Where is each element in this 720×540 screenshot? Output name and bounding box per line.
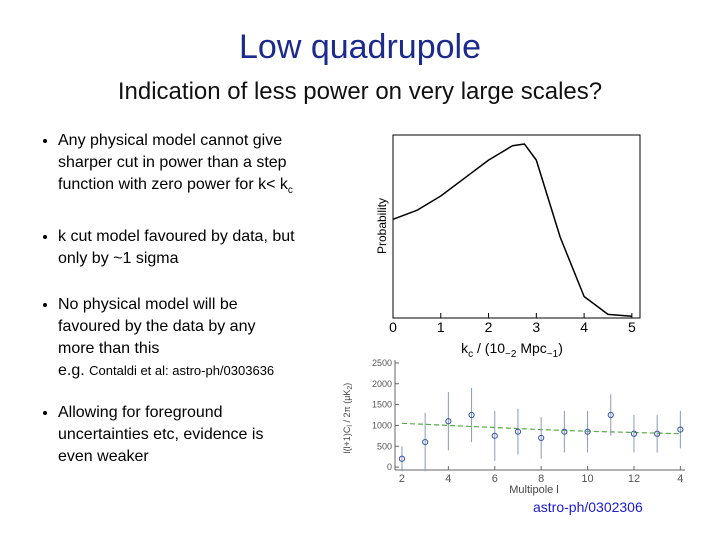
label-part: / 2π (μK (342, 390, 352, 425)
bullet-line: more than this (58, 340, 160, 358)
data-point (538, 434, 545, 442)
data-point (677, 426, 684, 433)
bullet-line: favoured by the data by any (58, 318, 256, 336)
data-point (584, 428, 591, 435)
y-axis-label: Probability (375, 198, 389, 254)
bullet-line: even weaker (58, 448, 149, 466)
label-script: −1 (547, 349, 559, 360)
bullet-line: No physical model will be (58, 296, 238, 314)
y-tick-label: 1500 (372, 400, 392, 410)
reference: Contaldi et al: astro-ph/0303636 (89, 363, 275, 379)
x-tick-label: 4 (445, 473, 451, 485)
bullet-item: No physical model will be favoured by the… (58, 294, 348, 382)
slide-subtitle: Indication of less power on very large s… (117, 78, 603, 105)
x-tick-label: 6 (492, 473, 498, 485)
x-tick-label: 8 (538, 473, 544, 485)
y-tick-label: 2500 (372, 358, 392, 368)
data-point (468, 411, 475, 419)
x-tick-label: 10 (581, 473, 593, 485)
label-part: / (10 (473, 340, 505, 356)
bullet-line: Allowing for foreground (58, 404, 223, 422)
y-tick-label: 1000 (372, 420, 392, 430)
data-point (607, 411, 614, 419)
x-tick-label: 4 (677, 473, 683, 485)
label-part: k (461, 340, 469, 356)
y-tick-label: 0 (387, 462, 392, 472)
x-axis-label: Multipole l (509, 484, 559, 496)
x-tick-label: 5 (628, 319, 636, 335)
plot-frame (392, 134, 641, 319)
data-point (491, 432, 498, 439)
x-tick-label: 3 (532, 319, 540, 335)
bullet-list: Any physical model cannot give sharper cu… (24, 130, 348, 492)
y-tick-label: 500 (377, 441, 392, 451)
label-part: l(l+1)C (342, 426, 352, 453)
footer-reference: astro-ph/0302306 (533, 499, 643, 515)
bullet-line: k cut model favoured by data, but (58, 228, 295, 246)
bullet-line: only by ~1 sigma (58, 250, 179, 268)
axis-label: kc / (10−2 Mpc−1) (461, 340, 563, 360)
bullet-line: e.g. (58, 362, 85, 380)
x-tick-label: 2 (399, 473, 405, 485)
x-tick-label: 1 (437, 319, 445, 335)
data-point (422, 438, 429, 446)
bullet-line: uncertainties etc, evidence is (58, 426, 264, 444)
data-point (514, 428, 522, 435)
data-point (561, 428, 568, 435)
data-point (654, 430, 661, 437)
bullet-item: k cut model favoured by data, but only by… (58, 226, 348, 270)
x-tick-label: 4 (580, 319, 588, 335)
label-script: −2 (505, 349, 517, 360)
data-point (445, 418, 452, 425)
data-point (630, 430, 638, 437)
y-tick-label: 2000 (372, 379, 392, 389)
bullet-line: sharper cut in power than a step (58, 154, 287, 171)
probability-curve (392, 143, 632, 317)
x-tick-label: 2 (485, 319, 493, 335)
bullet-item: Any physical model cannot give sharper cu… (58, 130, 348, 202)
label-script: 2 (347, 386, 354, 390)
x-tick-label: 0 (389, 319, 397, 335)
bullet-item: Allowing for foreground uncertainties etc… (58, 402, 348, 468)
axis-label: l(l+1)Cl / 2π (μK2) (342, 383, 354, 454)
bullet-line: function with zero power for k< k (58, 176, 288, 193)
label-part: ) (342, 383, 352, 386)
label-script: c (468, 349, 473, 360)
label-part: Mpc (516, 340, 546, 356)
bullet-line: Any physical model cannot give (58, 132, 283, 149)
slide-title: Low quadrupole (239, 28, 481, 66)
data-point (398, 455, 406, 462)
label-part: ) (558, 340, 563, 356)
subscript: c (287, 185, 293, 197)
x-tick-label: 12 (628, 473, 640, 485)
label-script: l (347, 425, 354, 427)
